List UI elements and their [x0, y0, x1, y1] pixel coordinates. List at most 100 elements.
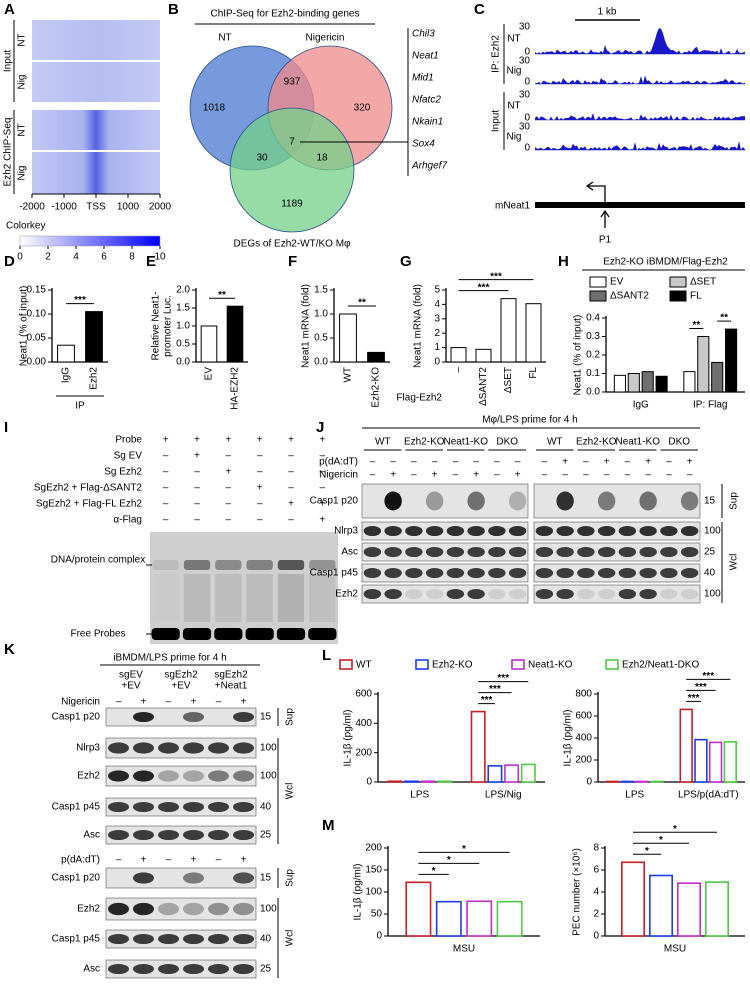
- blot-band: [208, 933, 229, 945]
- panel-label: B: [168, 1, 179, 18]
- bar: [627, 373, 640, 393]
- blot-band: [660, 588, 678, 600]
- gel-smear: [246, 574, 273, 622]
- blot-background: [361, 563, 529, 583]
- fraction-label: Wcl: [285, 783, 296, 800]
- blot-band: [233, 770, 254, 782]
- treatment-sign: –: [370, 457, 376, 468]
- venn-count: 18: [316, 153, 328, 164]
- legend-swatch: [511, 659, 525, 670]
- legend-swatch: [669, 276, 687, 288]
- bar: [676, 882, 701, 937]
- y-tick-label: 4: [434, 299, 440, 310]
- group-label: DKO: [668, 437, 690, 448]
- y-tick-label: 3: [434, 313, 440, 324]
- y-tick-label: 5: [434, 285, 440, 296]
- coverage-track: [535, 28, 745, 54]
- blot-band: [446, 546, 465, 558]
- y-tick-label: 0: [434, 357, 440, 368]
- track-ymin: 0: [524, 77, 530, 88]
- blot-band: [233, 742, 254, 754]
- x-tick-label: Ezh2: [89, 367, 100, 390]
- treatment-sign: –: [216, 697, 222, 708]
- blot-band: [535, 567, 554, 579]
- venn-count: 1018: [203, 103, 226, 114]
- group-label: WT: [547, 437, 563, 448]
- blot-background: [533, 521, 701, 541]
- treatment-sign: –: [687, 470, 693, 481]
- bar: [694, 738, 708, 783]
- blot-band: [133, 829, 154, 841]
- size-marker: 100: [704, 589, 721, 600]
- blot-band: [467, 588, 485, 600]
- emsa-sign: +: [257, 435, 263, 446]
- venn-count: 30: [256, 153, 268, 164]
- blot-band: [618, 567, 637, 579]
- gel-free-band: [276, 628, 306, 640]
- gel-smear: [309, 574, 336, 622]
- blot-band: [108, 829, 129, 841]
- y-tick-label: 400: [575, 733, 592, 744]
- treatment-sign: +: [473, 470, 479, 481]
- x-tick-label: Ezh2-KO: [371, 367, 382, 408]
- y-tick-label: 0.2: [586, 350, 600, 361]
- blot-background: [533, 584, 701, 604]
- x-tick-label: 2000: [149, 202, 172, 213]
- group-label: DKO: [496, 437, 518, 448]
- x-axis-label: IP: [75, 401, 85, 412]
- y-axis-label: Relative Neat1-: [151, 292, 162, 361]
- promoter-label: P1: [599, 235, 612, 246]
- treatment-sign: –: [494, 457, 500, 468]
- y-tick-label: 200: [575, 755, 592, 766]
- x-tick-label: TSS: [86, 202, 106, 213]
- blot-band: [108, 933, 129, 945]
- blot-band: [446, 525, 465, 537]
- coverage-track: [535, 113, 745, 120]
- colorkey-label: 8: [129, 252, 135, 263]
- emsa-sign: +: [319, 515, 325, 526]
- blot-band: [208, 801, 229, 813]
- bar: [620, 861, 645, 937]
- emsa-row-label: α-Flag: [113, 515, 142, 526]
- blot-band: [488, 546, 506, 558]
- track-row-label: Nig: [506, 132, 521, 143]
- blot-band: [680, 546, 699, 558]
- size-marker: 100: [260, 743, 277, 754]
- blot-band: [467, 567, 485, 579]
- treatment-sign: +: [687, 457, 693, 468]
- bar: [648, 874, 673, 937]
- blot-band: [467, 525, 485, 537]
- bar: [470, 710, 486, 783]
- blot-band: [183, 902, 204, 916]
- x-tick-label: WT: [343, 367, 354, 383]
- gel-complex-band: [152, 560, 179, 570]
- treatment-label: Nigericin: [319, 470, 358, 481]
- panel-label: E: [146, 253, 156, 270]
- emsa-sign: –: [320, 483, 326, 494]
- panel-label: C: [474, 1, 485, 18]
- blot-band: [680, 491, 699, 511]
- blot-band: [133, 742, 154, 754]
- emsa-row-label: Sg EV: [114, 451, 143, 462]
- bar: [466, 900, 493, 937]
- fraction-label: Wcl: [285, 930, 296, 947]
- blot-label: Asc: [341, 547, 358, 558]
- panel-label: G: [400, 253, 412, 270]
- blot-label: Asc: [83, 964, 100, 975]
- colorkey-label: 6: [101, 252, 107, 263]
- y-tick-label: 600: [575, 711, 592, 722]
- x-tick-label: ΔSET: [503, 367, 514, 393]
- blot-band: [446, 567, 465, 579]
- blot-band: [425, 588, 444, 600]
- group-label: WT: [375, 437, 391, 448]
- panel-label: J: [316, 419, 324, 436]
- blot-background: [533, 542, 701, 562]
- y-tick-label: 2: [593, 909, 599, 920]
- bar: [339, 313, 357, 363]
- treatment-sign: +: [191, 697, 197, 708]
- blot-band: [384, 525, 402, 537]
- emsa-sign: –: [226, 499, 232, 510]
- treatment-sign: +: [141, 855, 147, 866]
- group-label: +EV: [121, 681, 141, 692]
- significance-label: **: [358, 298, 366, 309]
